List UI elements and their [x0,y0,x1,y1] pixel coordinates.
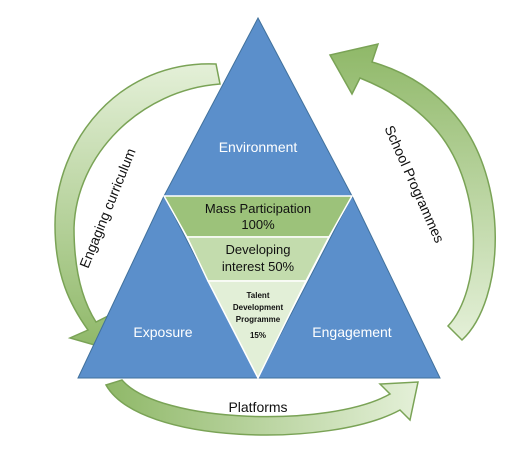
tier3-label-line3: Programme [236,315,281,324]
tier1-label-line2: 100% [241,217,275,232]
right-curved-arrow [328,42,496,342]
funnel-tier-talent-development [206,280,308,380]
tier3-label-line2: Development [233,303,284,312]
left-curved-arrow [54,63,221,352]
engagement-label: Engagement [312,324,392,340]
exposure-label: Exposure [133,324,192,340]
tier3-label-line1: Talent [247,291,270,300]
tier1-label-line1: Mass Participation [205,201,311,216]
tier2-label-line1: Developing [225,242,290,257]
tier2-label-line2: interest 50% [222,259,295,274]
bottom-curved-arrow [104,379,419,436]
engagement-triangle [257,194,441,379]
tier3-label-line4: 15% [250,331,266,340]
school-programmes-label: School Programmes [381,123,447,245]
environment-label: Environment [219,139,298,155]
platforms-label: Platforms [228,399,287,415]
environment-triangle [163,16,353,197]
